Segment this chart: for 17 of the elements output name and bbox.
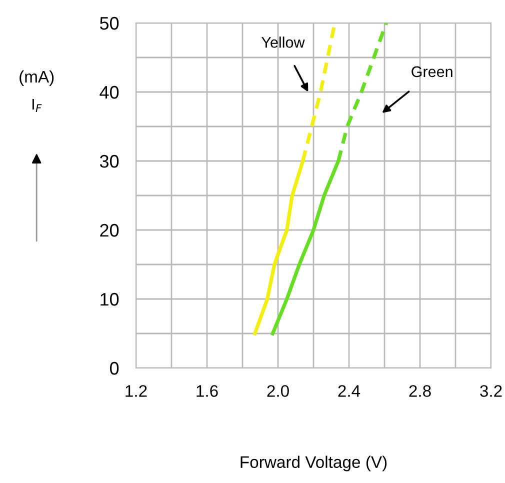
y-axis-title: I$_{F}$ xyxy=(32,98,42,112)
y-tick-label: 40 xyxy=(100,86,119,99)
x-tick-label: 1.2 xyxy=(126,385,147,397)
x-tick-label: 3.2 xyxy=(480,385,502,397)
y-tick-label: 20 xyxy=(100,224,119,237)
x-tick-label: 1.6 xyxy=(196,385,218,397)
y-tick-label: 30 xyxy=(100,154,119,168)
annotation: Green xyxy=(412,66,452,78)
x-tick-label: 2.4 xyxy=(338,385,360,397)
y-tick-label: 50 xyxy=(100,16,119,30)
y-tick-label: 10 xyxy=(100,292,119,306)
x-tick-label: 2.8 xyxy=(409,385,431,397)
y-tick-label: 0 xyxy=(110,362,119,375)
annotation: Yellow xyxy=(262,36,305,48)
text: (mA) xyxy=(20,70,54,86)
x-axis-title: Forward Voltage (V) xyxy=(240,456,387,472)
x-tick-label: 2.0 xyxy=(267,385,289,397)
